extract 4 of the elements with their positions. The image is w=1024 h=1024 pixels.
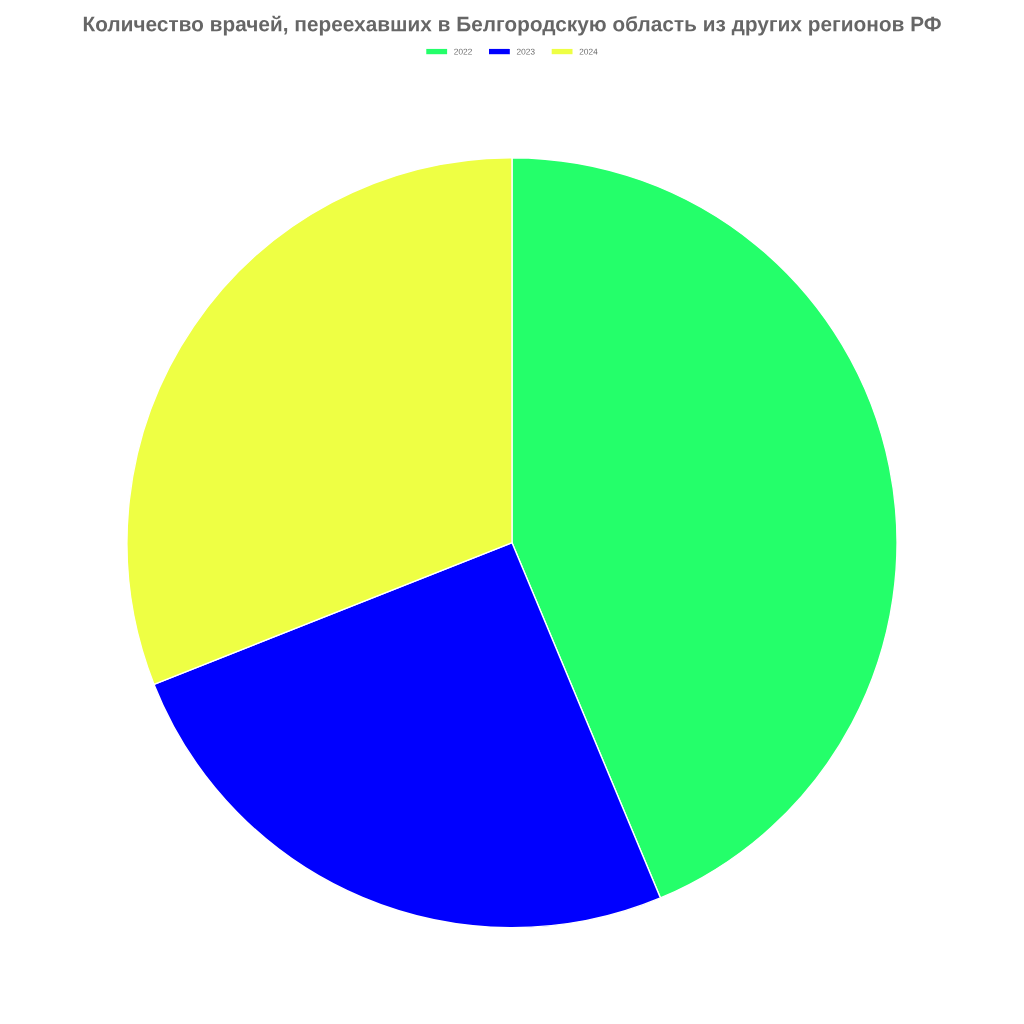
legend-label: 2023 bbox=[516, 48, 535, 55]
chart-title: Количество врачей, переехавших в Белгородскую область из других регионов РФ bbox=[83, 15, 941, 36]
legend-label: 2022 bbox=[454, 48, 472, 55]
legend-label: 2024 bbox=[579, 48, 598, 55]
